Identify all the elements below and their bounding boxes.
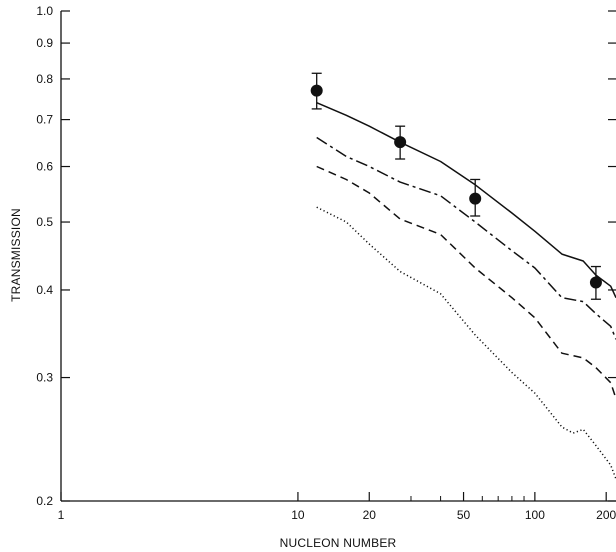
x-tick-label: 50	[457, 508, 471, 522]
series-line-dash-dot	[316, 136, 616, 340]
y-tick-label: 0.4	[36, 283, 53, 297]
y-tick-label: 0.6	[36, 160, 53, 174]
y-tick-label: 0.7	[36, 113, 53, 127]
x-tick-label: 20	[363, 508, 377, 522]
series-line-dotted	[316, 206, 616, 480]
x-tick-label: 1	[58, 508, 65, 522]
x-tick-label: 10	[291, 508, 305, 522]
y-axis-label: TRANSMISSION	[9, 208, 23, 302]
y-tick-label: 0.3	[36, 371, 53, 385]
x-tick-label: 100	[525, 508, 545, 522]
x-axis-label: NUCLEON NUMBER	[280, 536, 397, 550]
data-point	[310, 84, 323, 97]
series-line-dashed	[316, 165, 616, 399]
plot-area: 0.2 0.3 0.4 0.5 0.6 0.7 0.8 0.9 1.0 1 10 20 50 100 200	[36, 4, 616, 522]
y-tick-label: 0.8	[36, 72, 53, 86]
y-tick-label: 1.0	[36, 4, 53, 18]
data-point	[469, 192, 482, 205]
data-point	[589, 276, 602, 289]
series-line-solid	[316, 102, 616, 299]
y-tick-label: 0.9	[36, 36, 53, 50]
y-tick-label: 0.2	[36, 494, 53, 508]
y-tick-label: 0.5	[36, 215, 53, 229]
data-point	[394, 136, 407, 149]
x-tick-label: 200	[596, 508, 616, 522]
